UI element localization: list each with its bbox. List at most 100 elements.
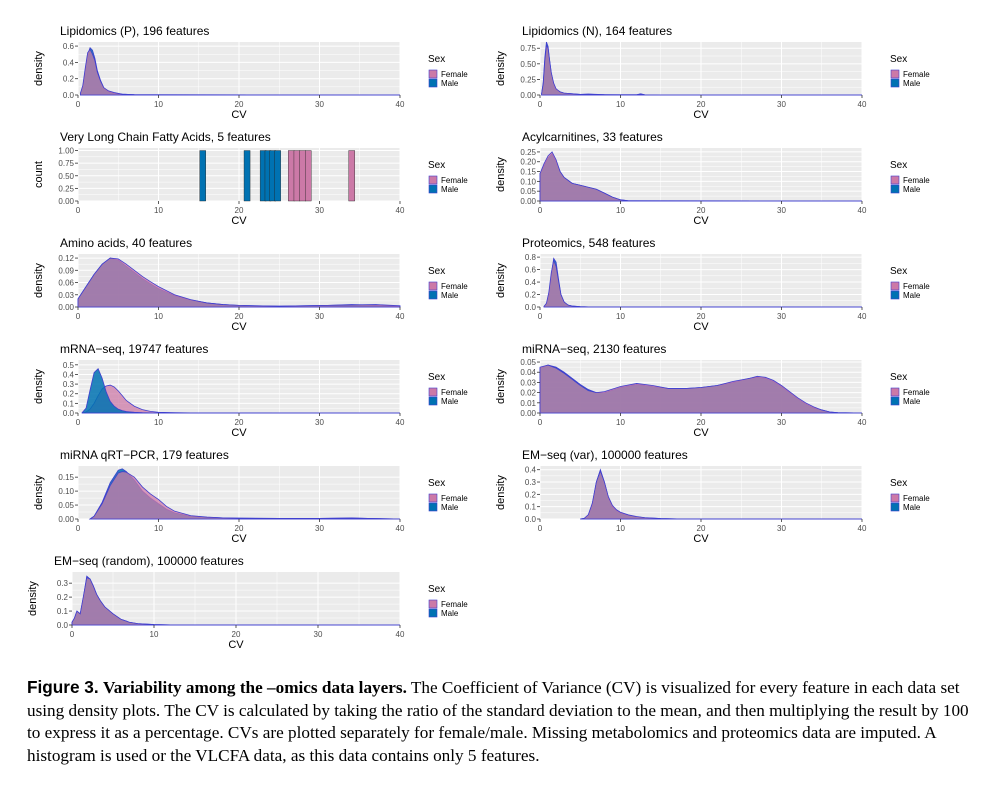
x-axis-label: CV [231,533,247,545]
y-tick-label: 0.00 [520,409,536,418]
x-tick-label: 20 [235,524,244,533]
legend-key-female [428,175,438,185]
y-tick-label: 0.4 [525,466,537,475]
legend-label: Male [441,291,459,300]
y-tick-label: 0.04 [520,368,536,377]
y-axis-label: density [495,263,507,298]
caption-label: Figure 3. [27,677,99,697]
x-tick-label: 40 [858,524,867,533]
y-tick-label: 0.1 [525,503,537,512]
y-axis-label: density [33,475,45,510]
x-tick-label: 10 [616,524,625,533]
y-tick-label: 0.2 [525,291,537,300]
y-tick-label: 0.03 [520,378,536,387]
density-area-female [539,151,863,202]
legend-key-female [428,281,438,291]
legend-key-female [890,387,900,397]
y-tick-label: 0.00 [58,515,74,524]
x-tick-label: 40 [396,418,405,427]
x-tick-label: 0 [538,312,543,321]
histogram-bar-male [274,150,281,202]
legend-key-male [428,396,438,406]
y-tick-label: 0.15 [58,473,74,482]
panel-title: miRNA−seq, 2130 features [522,342,666,356]
legend-label: Female [441,600,468,609]
y-tick-label: 0.05 [58,501,74,510]
y-tick-label: 0.10 [520,177,536,186]
y-tick-label: 0.15 [520,168,536,177]
y-axis-label: density [495,157,507,192]
x-axis-label: CV [693,109,709,121]
legend-key-male [428,608,438,618]
legend-label: Male [441,609,459,618]
x-tick-label: 10 [154,100,163,109]
x-tick-label: 0 [76,312,81,321]
legend-label: Male [903,503,921,512]
x-tick-label: 20 [235,312,244,321]
legend-key-female [428,493,438,503]
legend-title: Sex [890,160,907,171]
y-tick-label: 1.00 [58,147,74,156]
legend-key-female [890,69,900,79]
panel-10: EM−seq (var), 100000 features 0.0 0.1 0.2 0.… [495,448,930,545]
histogram-bar-male [243,150,251,202]
x-tick-label: 20 [235,206,244,215]
y-axis-label: density [33,51,45,86]
legend-title: Sex [428,478,445,489]
x-tick-label: 40 [858,418,867,427]
panel-title: Lipidomics (P), 196 features [60,24,209,38]
density-area-female [539,364,863,414]
y-tick-label: 0.00 [520,197,536,206]
x-tick-label: 10 [150,630,159,639]
x-tick-label: 10 [154,206,163,215]
x-tick-label: 30 [777,100,786,109]
legend-key-male [890,290,900,300]
legend-label: Male [441,185,459,194]
legend-key-female [428,599,438,609]
x-tick-label: 10 [154,418,163,427]
x-tick-label: 30 [777,418,786,427]
caption-text: The Coefficient of Variance (CV) is visu… [27,678,969,765]
density-area-female [77,257,401,308]
y-tick-label: 0.4 [63,370,75,379]
figure-svg: Lipidomics (P), 196 features 0.0 0.2 0.4 0.6… [27,24,930,651]
y-tick-label: 0.0 [63,91,75,100]
panel-title: Lipidomics (N), 164 features [522,24,672,38]
legend-key-male [428,290,438,300]
y-tick-label: 0.2 [63,75,75,84]
y-tick-label: 0.12 [58,254,74,263]
x-axis-label: CV [693,427,709,439]
x-tick-label: 20 [697,100,706,109]
density-area-female [580,469,863,520]
y-tick-label: 0.5 [63,361,75,370]
density-area-female [541,43,862,96]
y-tick-label: 0.6 [525,266,537,275]
x-tick-label: 0 [76,100,81,109]
panel-title: Acylcarnitines, 33 features [522,130,663,144]
y-tick-label: 0.00 [58,303,74,312]
x-tick-label: 10 [616,418,625,427]
x-axis-label: CV [693,533,709,545]
y-tick-label: 0.0 [525,515,537,524]
legend-title: Sex [890,266,907,277]
legend-label: Female [903,176,930,185]
y-tick-label: 0.03 [58,291,74,300]
legend-key-female [428,387,438,397]
x-axis-label: CV [228,639,244,651]
legend-label: Male [903,79,921,88]
y-tick-label: 0.25 [520,148,536,157]
x-tick-label: 0 [76,206,81,215]
x-tick-label: 30 [315,524,324,533]
legend-label: Female [441,70,468,79]
y-axis-label: density [495,51,507,86]
y-tick-label: 0.01 [520,399,536,408]
histogram-bar-female [299,150,306,202]
panel-3: Very Long Chain Fatty Acids, 5 features 0… [33,130,468,227]
x-tick-label: 40 [396,524,405,533]
legend-key-male [890,396,900,406]
histogram-bar-female [305,150,312,202]
figure-caption: Figure 3. Variability among the –omics d… [27,676,972,767]
panel-6: Proteomics, 548 features 0.0 0.2 0.4 0.6 0.8 0… [495,236,930,333]
x-tick-label: 10 [154,312,163,321]
y-axis-label: density [33,263,45,298]
